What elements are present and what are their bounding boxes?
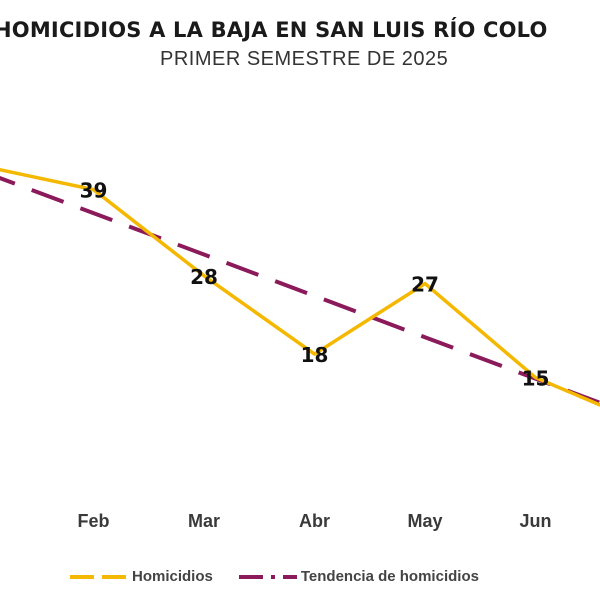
x-tick-label-jun: Jun [519, 511, 551, 531]
trend-line [0, 175, 600, 405]
data-label-jun: 15 [522, 367, 550, 391]
data-label-abr: 18 [301, 343, 329, 367]
legend-item-tendencia: Tendencia de homicidios [238, 568, 479, 585]
x-tick-label-may: May [407, 511, 442, 531]
homicidios-line [0, 167, 600, 407]
x-tick-label-abr: Abr [299, 511, 330, 531]
legend-item-homicidios: Homicidios [70, 568, 213, 585]
legend-swatch-homicidios [70, 574, 128, 579]
legend: Homicidios Tendencia de homicidios [70, 568, 505, 585]
data-label-mar: 28 [190, 265, 218, 289]
legend-label: Homicidios [132, 568, 213, 585]
data-label-feb: 39 [80, 179, 108, 203]
chart-subtitle: PRIMER SEMESTRE DE 2025 [160, 48, 449, 70]
x-tick-label-mar: Mar [188, 511, 220, 531]
legend-label: Tendencia de homicidios [300, 568, 479, 585]
legend-swatch-tendencia [238, 574, 297, 579]
x-tick-label-feb: Feb [77, 511, 109, 531]
chart-title: HOMICIDIOS A LA BAJA EN SAN LUIS RÍO COL… [0, 18, 548, 42]
data-label-may: 27 [411, 273, 439, 297]
